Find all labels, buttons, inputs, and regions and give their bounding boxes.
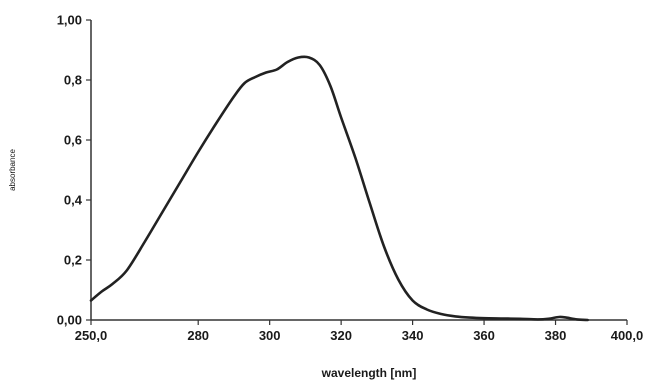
x-tick-label: 320 [330,328,352,343]
y-axis-ticks: 0,00 0,2 0,4 0,6 0,8 1,00 [57,13,91,328]
y-tick-label: 0,00 [57,313,82,328]
x-tick-label: 250,0 [75,328,108,343]
y-axis-title: absorbance [8,149,17,191]
x-tick-label: 300 [259,328,281,343]
absorbance-series-line [89,55,589,322]
y-tick-label: 0,6 [64,133,82,148]
x-axis-ticks: 250,0 280 300 320 340 360 380 400,0 [75,320,644,343]
x-axis-title: wavelength [nm] [321,366,417,380]
y-tick-label: 1,00 [57,13,82,28]
y-tick-label: 0,4 [64,193,83,208]
plot-area [89,55,589,322]
x-tick-label: 400,0 [611,328,644,343]
x-tick-label: 280 [187,328,209,343]
x-tick-label: 340 [402,328,424,343]
x-tick-label: 360 [473,328,495,343]
y-tick-label: 0,2 [64,253,82,268]
y-tick-label: 0,8 [64,73,82,88]
x-tick-label: 380 [545,328,567,343]
